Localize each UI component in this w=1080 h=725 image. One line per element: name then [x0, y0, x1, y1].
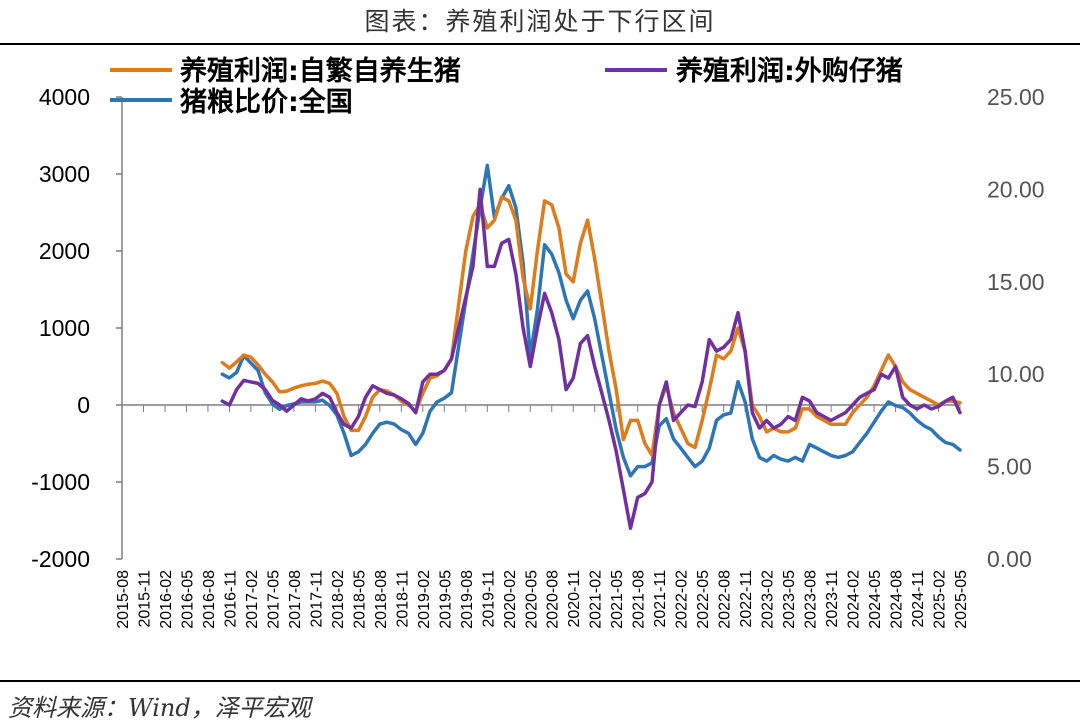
legend-label: 养殖利润:自繁自养生猪 [180, 55, 461, 87]
x-tick-label: 2023-02 [760, 570, 777, 629]
x-tick-label: 2016-02 [158, 570, 175, 629]
x-tick-label: 2021-02 [588, 570, 605, 629]
top-rule [0, 43, 1080, 45]
legend-label: 养殖利润:外购仔猪 [676, 55, 903, 87]
x-tick-label: 2016-08 [201, 570, 218, 629]
right-tick-label: 20.00 [987, 176, 1045, 202]
legend-item-hog-grain-ratio: 猪粮比价:全国 [110, 86, 353, 118]
x-tick-label: 2021-08 [631, 570, 648, 629]
x-tick-label: 2024-08 [889, 570, 906, 629]
left-tick-label: -1000 [31, 469, 90, 495]
left-tick-label: 3000 [39, 161, 90, 187]
x-tick-label: 2021-11 [652, 570, 669, 628]
x-tick-label: 2024-11 [910, 570, 927, 628]
right-tick-label: 5.00 [987, 454, 1032, 480]
x-tick-label: 2020-02 [502, 570, 519, 629]
source-note: 资料来源：Wind，泽平宏观 [8, 694, 311, 722]
x-tick-label: 2019-02 [416, 570, 433, 629]
x-tick-label: 2024-05 [867, 570, 884, 629]
x-axis: 2015-08 2015-11 2016-02 2016-05 2016-08 2016-… [115, 404, 970, 629]
left-tick-label: 2000 [39, 238, 90, 264]
x-tick-label: 2019-11 [480, 570, 497, 628]
series-line-2 [220, 163, 962, 478]
x-tick-label: 2023-11 [824, 570, 841, 628]
x-tick-label: 2022-11 [738, 570, 755, 628]
x-tick-label: 2017-05 [265, 570, 282, 629]
right-tick-label: 0.00 [987, 546, 1032, 572]
x-tick-label: 2019-08 [459, 570, 476, 629]
x-tick-label: 2020-05 [523, 570, 540, 629]
series-layer [220, 163, 962, 530]
x-tick-label: 2024-02 [846, 570, 863, 629]
x-tick-label: 2016-11 [222, 570, 239, 628]
x-tick-label: 2019-05 [437, 570, 454, 629]
x-tick-label: 2022-08 [717, 570, 734, 629]
chart-title: 图表：养殖利润处于下行区间 [364, 7, 716, 36]
legend-item-bought-piglet-profit: 养殖利润:外购仔猪 [605, 55, 903, 87]
chart-canvas: 4000 3000 2000 1000 0 -1000 -2000 25.00 20.00 15… [31, 55, 1045, 629]
x-tick-label: 2025-05 [953, 570, 970, 629]
left-tick-label: 4000 [39, 84, 90, 110]
left-tick-label: -2000 [31, 546, 90, 572]
x-tick-label: 2022-05 [695, 570, 712, 629]
x-tick-label: 2025-02 [932, 570, 949, 629]
x-tick-label: 2017-02 [244, 570, 261, 629]
x-tick-label: 2017-11 [308, 570, 325, 628]
x-tick-label: 2018-08 [373, 570, 390, 629]
legend-item-self-breeding-profit: 养殖利润:自繁自养生猪 [110, 55, 461, 87]
left-axis: 4000 3000 2000 1000 0 -1000 -2000 [31, 84, 123, 572]
x-tick-label: 2018-02 [330, 570, 347, 629]
right-tick-label: 25.00 [987, 84, 1045, 110]
left-tick-label: 1000 [39, 315, 90, 341]
series-line-1 [220, 187, 962, 530]
series-line-0 [220, 195, 962, 457]
x-tick-label: 2017-08 [287, 570, 304, 629]
legend: 养殖利润:自繁自养生猪 养殖利润:外购仔猪 猪粮比价:全国 [110, 55, 903, 118]
x-tick-label: 2022-02 [674, 570, 691, 629]
x-tick-label: 2023-08 [803, 570, 820, 629]
right-tick-label: 10.00 [987, 361, 1045, 387]
bottom-rule [0, 680, 1080, 682]
right-tick-label: 15.00 [987, 269, 1045, 295]
x-tick-label: 2020-08 [545, 570, 562, 629]
x-tick-label: 2021-05 [609, 570, 626, 629]
x-tick-label: 2015-11 [136, 570, 153, 628]
x-tick-label: 2016-05 [179, 570, 196, 629]
right-axis: 25.00 20.00 15.00 10.00 5.00 0.00 [987, 84, 1045, 572]
x-tick-label: 2018-11 [394, 570, 411, 628]
legend-label: 猪粮比价:全国 [180, 86, 353, 118]
x-tick-label: 2018-05 [351, 570, 368, 629]
x-tick-label: 2020-11 [566, 570, 583, 628]
x-tick-label: 2015-08 [115, 570, 132, 629]
left-tick-label: 0 [77, 392, 90, 418]
x-tick-label: 2023-05 [781, 570, 798, 629]
